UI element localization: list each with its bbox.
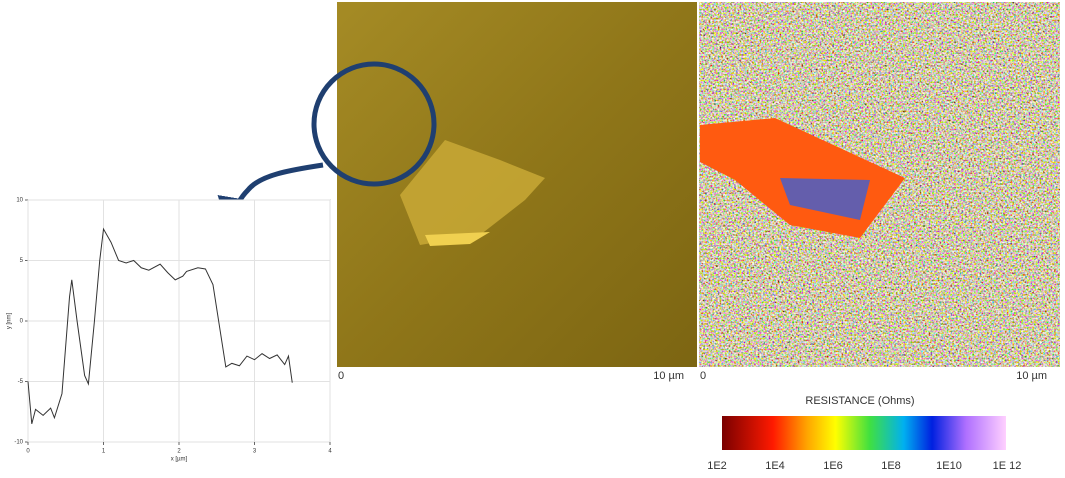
y-tick-label: -10 <box>14 440 23 446</box>
y-axis-label: y [nm] <box>7 313 13 330</box>
colorbar-label: 1E10 <box>936 460 962 472</box>
colorbar-label: 1E2 <box>707 460 727 472</box>
figure: 0 10 µm 0 10 µm RESISTANCE (Ohms) 1E2 1E4… <box>0 0 1065 478</box>
colorbar-label: 1E6 <box>823 460 843 472</box>
x-axis-label: x [µm] <box>171 457 188 463</box>
scale-start: 0 <box>700 370 706 382</box>
x-tick-label: 2 <box>177 449 181 455</box>
colorbar-title: RESISTANCE (Ohms) <box>805 395 914 407</box>
colorbar-label: 1E4 <box>765 460 785 472</box>
colorbar-label: 1E8 <box>881 460 901 472</box>
x-tick-label: 1 <box>102 449 106 455</box>
scale-end: 10 µm <box>653 370 684 382</box>
colorbar-labels: 1E2 1E4 1E6 1E8 1E10 1E 12 <box>707 460 1021 472</box>
y-tick-label: -5 <box>18 379 24 385</box>
colorbar <box>722 416 1006 450</box>
x-tick-label: 0 <box>26 449 30 455</box>
y-tick-label: 0 <box>20 319 24 325</box>
scale-end: 10 µm <box>1016 370 1047 382</box>
y-tick-label: 5 <box>20 258 24 264</box>
colorbar-label: 1E 12 <box>993 460 1022 472</box>
y-tick-label: 10 <box>16 198 23 204</box>
x-tick-label: 4 <box>328 449 332 455</box>
scale-start: 0 <box>338 370 344 382</box>
x-tick-label: 3 <box>253 449 257 455</box>
